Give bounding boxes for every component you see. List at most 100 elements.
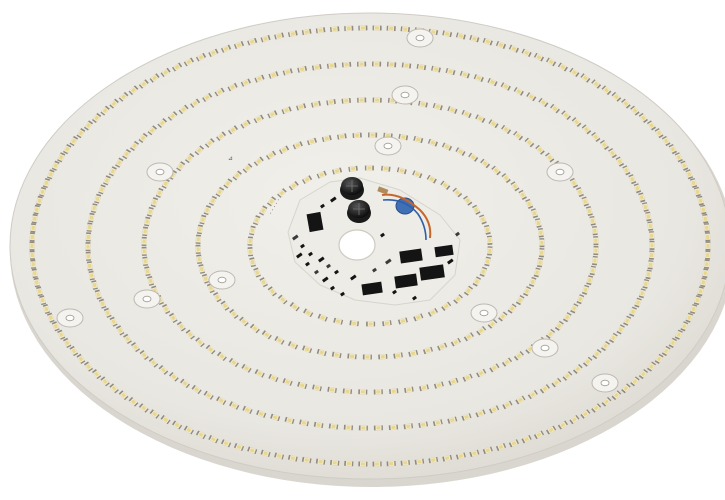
led-chip — [396, 167, 407, 175]
led-chip — [591, 131, 601, 143]
led-chip — [501, 357, 513, 367]
led-chip — [645, 211, 652, 222]
led-chip — [469, 35, 480, 43]
screw-hole — [531, 338, 559, 358]
led-chip — [513, 86, 524, 96]
smd-component — [322, 276, 329, 283]
led-chip — [216, 396, 227, 406]
led-chip — [30, 223, 37, 233]
led-chip — [240, 78, 251, 87]
led-chip — [484, 224, 491, 235]
led-chip — [161, 178, 170, 189]
led-chip — [697, 286, 704, 297]
led-chip — [561, 110, 572, 121]
led-chip — [507, 303, 517, 314]
ic-chip-5 — [361, 281, 383, 296]
led-chip — [398, 133, 409, 141]
led-chip — [259, 277, 268, 288]
led-chip — [86, 261, 93, 271]
smd-component — [296, 252, 303, 259]
led-chip — [487, 246, 493, 256]
led-chip — [203, 205, 212, 216]
led-chip — [428, 456, 439, 464]
ic-chip-4 — [434, 244, 454, 258]
screw-hole — [146, 162, 174, 182]
led-chip — [539, 238, 545, 248]
led-chip — [690, 303, 698, 315]
led-chip — [693, 295, 701, 306]
led-chip — [515, 395, 526, 405]
led-chip — [138, 132, 148, 143]
led-chip — [593, 236, 599, 246]
led-chip — [268, 71, 279, 79]
smd-component — [334, 269, 339, 275]
led-chip — [473, 74, 484, 83]
led-chip — [527, 390, 538, 400]
led-chip — [538, 248, 545, 258]
led-chip — [615, 156, 625, 167]
led-chip — [268, 373, 279, 383]
led-chip — [146, 206, 154, 217]
led-chip — [400, 26, 411, 33]
led-chip — [29, 232, 36, 242]
led-chip — [608, 148, 617, 159]
led-chip — [592, 349, 602, 360]
led-chip — [703, 223, 710, 233]
led-chip — [51, 160, 60, 171]
led-chip — [168, 371, 179, 382]
led-chip — [693, 186, 701, 197]
smd-component — [455, 231, 460, 237]
led-chip — [487, 77, 498, 87]
led-chip — [591, 225, 598, 236]
led-chip — [358, 425, 368, 431]
led-chip — [195, 430, 207, 440]
led-chip — [160, 67, 171, 78]
led-chip — [685, 312, 693, 323]
led-chip — [42, 177, 50, 189]
led-chip — [253, 114, 264, 124]
led-chip — [447, 106, 458, 114]
led-chip — [638, 112, 648, 123]
led-chip — [115, 325, 125, 336]
led-chip — [581, 196, 589, 207]
led-chip — [142, 226, 149, 237]
led-ring-1 — [29, 25, 711, 467]
led-chip — [581, 124, 592, 135]
led-chip — [408, 349, 419, 357]
led-chip — [463, 195, 473, 206]
led-chip — [545, 328, 556, 339]
led-chip — [316, 170, 327, 179]
led-chip — [242, 163, 253, 173]
led-chip — [36, 195, 43, 206]
led-chip — [455, 452, 466, 460]
smd-component — [330, 285, 335, 291]
led-chip — [220, 300, 230, 311]
led-chip — [297, 65, 308, 73]
led-chip — [554, 320, 564, 331]
led-chip — [538, 97, 549, 108]
led-chip — [550, 103, 560, 114]
led-chip — [259, 205, 268, 216]
led-chip — [581, 284, 590, 295]
led-chip — [260, 35, 271, 43]
screw-hole — [470, 303, 498, 323]
led-chip — [352, 132, 362, 139]
led-chip — [611, 91, 622, 102]
led-chip — [109, 316, 118, 327]
led-chip — [315, 458, 326, 465]
led-chip — [172, 62, 183, 72]
led-chip — [413, 313, 424, 322]
led-chip — [461, 109, 472, 119]
led-chip — [427, 307, 438, 317]
led-chip — [419, 384, 429, 392]
led-chip — [702, 213, 709, 224]
led-chip — [227, 125, 239, 135]
smd-component — [340, 291, 345, 297]
led-chip — [100, 105, 110, 116]
led-chip — [191, 384, 202, 395]
led-chip — [638, 369, 648, 380]
led-chip — [148, 357, 159, 368]
smd-component — [308, 251, 313, 257]
led-chip — [115, 157, 124, 168]
